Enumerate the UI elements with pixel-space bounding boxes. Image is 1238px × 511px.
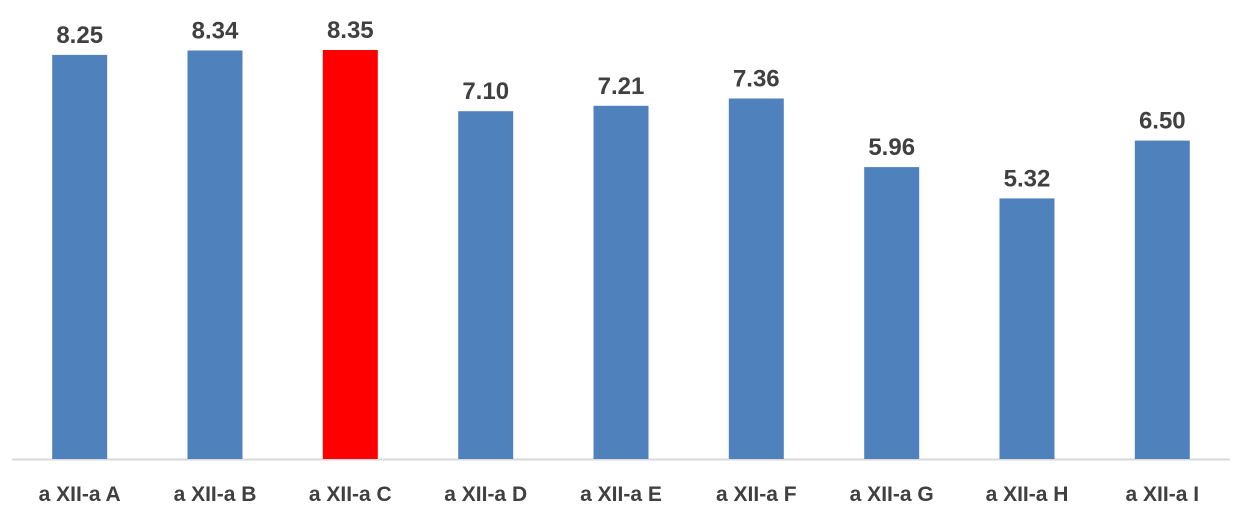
value-label-a-xii-a-h: 5.32	[1004, 165, 1051, 192]
bar-a-xii-a-i	[1134, 140, 1190, 459]
value-label-a-xii-a-i: 6.50	[1139, 108, 1186, 135]
value-label-a-xii-a-g: 5.96	[868, 134, 915, 161]
x-tick-label-a-xii-a-a: a XII-a A	[39, 483, 121, 506]
bar-a-xii-a-d	[458, 111, 514, 459]
value-labels: 8.25 8.34 8.35 7.10 7.21 7.36 5.96 5.32 6.50	[56, 17, 1185, 192]
bar-a-xii-a-h	[999, 198, 1055, 459]
value-label-a-xii-a-c: 8.35	[327, 17, 374, 44]
bar-a-xii-a-e	[593, 105, 649, 460]
bar-a-xii-a-f	[728, 98, 784, 459]
value-label-a-xii-a-d: 7.10	[462, 78, 509, 105]
bar-a-xii-a-a	[52, 54, 108, 460]
value-label-a-xii-a-b: 8.34	[192, 18, 239, 45]
x-tick-label-a-xii-a-h: a XII-a H	[986, 483, 1069, 506]
bar-a-xii-a-g	[864, 167, 920, 459]
x-tick-label-a-xii-a-e: a XII-a E	[580, 483, 662, 506]
value-label-a-xii-a-e: 7.21	[598, 73, 645, 100]
x-tick-label-a-xii-a-i: a XII-a I	[1126, 483, 1200, 506]
bars	[52, 50, 1190, 460]
bar-a-xii-a-b	[187, 50, 243, 459]
value-label-a-xii-a-f: 7.36	[733, 66, 780, 93]
x-tick-label-a-xii-a-c: a XII-a C	[309, 483, 392, 506]
x-tick-label-a-xii-a-d: a XII-a D	[444, 483, 527, 506]
value-label-a-xii-a-a: 8.25	[56, 22, 103, 49]
x-tick-label-a-xii-a-b: a XII-a B	[174, 483, 257, 506]
bar-a-xii-a-c	[322, 50, 378, 459]
x-tick-label-a-xii-a-f: a XII-a F	[716, 483, 797, 506]
x-tick-label-a-xii-a-g: a XII-a G	[850, 483, 934, 506]
x-tick-labels: a XII-a A a XII-a B a XII-a C a XII-a D a XI…	[39, 483, 1199, 506]
